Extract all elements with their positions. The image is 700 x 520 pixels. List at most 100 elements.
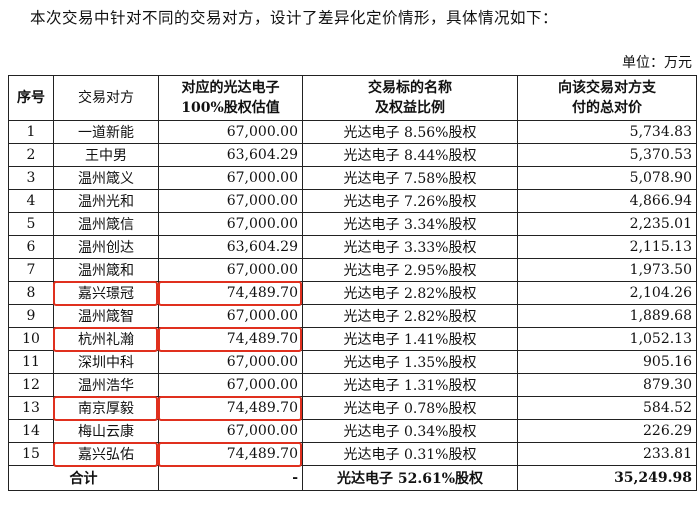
row-valuation: 74,489.70	[158, 327, 303, 351]
row-counterparty: 嘉兴弘佑	[53, 442, 159, 466]
row-counterparty: 温州光和	[53, 189, 159, 213]
row-seq: 7	[8, 258, 54, 282]
row-seq: 8	[8, 281, 54, 305]
row-payment: 2,115.13	[517, 235, 697, 259]
row-seq: 2	[8, 143, 54, 167]
row-counterparty: 温州箴和	[53, 258, 159, 282]
total-label: 合计	[8, 465, 159, 491]
row-payment: 2,104.26	[517, 281, 697, 305]
row-seq: 5	[8, 212, 54, 236]
row-seq: 9	[8, 304, 54, 328]
row-valuation: 67,000.00	[158, 304, 303, 328]
highlight-box	[158, 395, 302, 421]
table-row: 2 王中男 63,604.29 光达电子 8.44%股权 5,370.53	[8, 143, 697, 167]
total-target: 光达电子 52.61%股权	[302, 465, 518, 491]
table-row: 12 温州浩华 67,000.00 光达电子 1.31%股权 879.30	[8, 373, 697, 397]
row-valuation: 63,604.29	[158, 235, 303, 259]
pricing-table: 序号 交易对方 对应的光达电子 100%股权估值 交易标的名称 及权益比例 向该…	[8, 75, 697, 491]
row-target: 光达电子 2.82%股权	[302, 304, 518, 328]
row-seq: 14	[8, 419, 54, 443]
table-row: 4 温州光和 67,000.00 光达电子 7.26%股权 4,866.94	[8, 189, 697, 213]
row-valuation: 67,000.00	[158, 373, 303, 397]
highlight-box	[53, 326, 158, 352]
row-seq: 12	[8, 373, 54, 397]
row-counterparty: 深圳中科	[53, 350, 159, 374]
row-seq: 1	[8, 120, 54, 144]
row-payment: 5,370.53	[517, 143, 697, 167]
row-counterparty: 温州浩华	[53, 373, 159, 397]
highlight-box	[158, 280, 302, 306]
row-target: 光达电子 0.31%股权	[302, 442, 518, 466]
row-payment: 226.29	[517, 419, 697, 443]
row-seq: 13	[8, 396, 54, 420]
row-target: 光达电子 8.56%股权	[302, 120, 518, 144]
header-payment: 向该交易对方支 付的总对价	[517, 75, 697, 121]
row-target: 光达电子 3.34%股权	[302, 212, 518, 236]
unit-label: 单位：万元	[622, 55, 692, 71]
row-counterparty: 嘉兴璟冠	[53, 281, 159, 305]
row-target: 光达电子 8.44%股权	[302, 143, 518, 167]
row-target: 光达电子 7.58%股权	[302, 166, 518, 190]
row-payment: 2,235.01	[517, 212, 697, 236]
row-payment: 4,866.94	[517, 189, 697, 213]
row-seq: 10	[8, 327, 54, 351]
table-row: 1 一道新能 67,000.00 光达电子 8.56%股权 5,734.83	[8, 120, 697, 144]
row-payment: 1,052.13	[517, 327, 697, 351]
row-counterparty: 温州箴信	[53, 212, 159, 236]
highlight-box	[158, 441, 302, 467]
row-valuation: 63,604.29	[158, 143, 303, 167]
row-valuation: 67,000.00	[158, 189, 303, 213]
row-payment: 1,889.68	[517, 304, 697, 328]
row-payment: 879.30	[517, 373, 697, 397]
total-row: 合计 - 光达电子 52.61%股权 35,249.98	[8, 465, 697, 491]
row-payment: 233.81	[517, 442, 697, 466]
row-valuation: 67,000.00	[158, 166, 303, 190]
row-payment: 1,973.50	[517, 258, 697, 282]
header-valuation-line2: 100%股权估值	[181, 100, 280, 116]
header-counterparty: 交易对方	[53, 75, 159, 121]
row-valuation: 67,000.00	[158, 419, 303, 443]
row-valuation: 67,000.00	[158, 350, 303, 374]
highlight-box	[53, 395, 158, 421]
row-seq: 3	[8, 166, 54, 190]
header-target-line1: 交易标的名称	[368, 80, 452, 96]
row-target: 光达电子 7.26%股权	[302, 189, 518, 213]
row-valuation: 67,000.00	[158, 258, 303, 282]
row-target: 光达电子 2.95%股权	[302, 258, 518, 282]
row-target: 光达电子 0.78%股权	[302, 396, 518, 420]
row-payment: 5,078.90	[517, 166, 697, 190]
table-row: 3 温州箴义 67,000.00 光达电子 7.58%股权 5,078.90	[8, 166, 697, 190]
row-counterparty: 王中男	[53, 143, 159, 167]
row-target: 光达电子 0.34%股权	[302, 419, 518, 443]
row-valuation: 67,000.00	[158, 120, 303, 144]
total-payment: 35,249.98	[517, 465, 697, 491]
intro-text: 本次交易中针对不同的交易对方，设计了差异化定价情形，具体情况如下：	[30, 9, 559, 27]
row-counterparty: 一道新能	[53, 120, 159, 144]
header-target: 交易标的名称 及权益比例	[302, 75, 518, 121]
header-payment-line1: 向该交易对方支	[558, 80, 656, 96]
highlight-box	[158, 326, 302, 352]
header-valuation: 对应的光达电子 100%股权估值	[158, 75, 303, 121]
header-valuation-line1: 对应的光达电子	[181, 80, 280, 96]
highlight-box	[53, 280, 158, 306]
table-row: 7 温州箴和 67,000.00 光达电子 2.95%股权 1,973.50	[8, 258, 697, 282]
row-counterparty: 梅山云康	[53, 419, 159, 443]
row-payment: 5,734.83	[517, 120, 697, 144]
table-row: 5 温州箴信 67,000.00 光达电子 3.34%股权 2,235.01	[8, 212, 697, 236]
row-counterparty: 温州创达	[53, 235, 159, 259]
row-payment: 905.16	[517, 350, 697, 374]
table-row: 9 温州箴智 67,000.00 光达电子 2.82%股权 1,889.68	[8, 304, 697, 328]
table-row: 11 深圳中科 67,000.00 光达电子 1.35%股权 905.16	[8, 350, 697, 374]
row-target: 光达电子 1.35%股权	[302, 350, 518, 374]
header-payment-line2: 付的总对价	[572, 100, 642, 116]
row-target: 光达电子 2.82%股权	[302, 281, 518, 305]
row-seq: 15	[8, 442, 54, 466]
row-seq: 11	[8, 350, 54, 374]
row-target: 光达电子 3.33%股权	[302, 235, 518, 259]
table-row: 14 梅山云康 67,000.00 光达电子 0.34%股权 226.29	[8, 419, 697, 443]
row-valuation: 67,000.00	[158, 212, 303, 236]
row-counterparty: 温州箴义	[53, 166, 159, 190]
row-payment: 584.52	[517, 396, 697, 420]
highlight-box	[53, 441, 158, 467]
row-target: 光达电子 1.41%股权	[302, 327, 518, 351]
